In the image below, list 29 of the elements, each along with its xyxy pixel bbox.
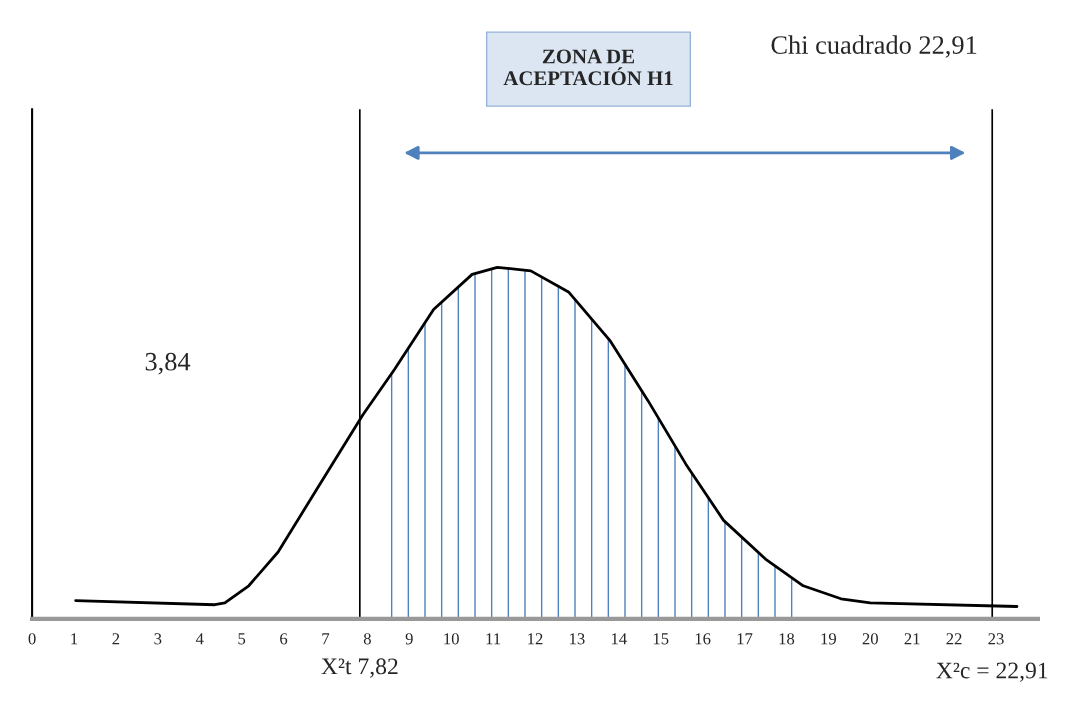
x-tick-label: 21: [904, 633, 920, 645]
x-tick-label: 1: [71, 633, 78, 645]
annotation: 3,84: [145, 352, 191, 375]
x-tick-label: 3: [154, 633, 162, 645]
x-tick-label: 17: [737, 633, 753, 645]
ref-line-label: X²c = 22,91: [936, 662, 1048, 682]
x-tick-label: 16: [695, 633, 711, 645]
x-tick-label: 6: [280, 633, 288, 645]
x-tick-label: 0: [28, 633, 36, 645]
x-tick-label: 9: [405, 633, 413, 645]
x-tick-label: 4: [195, 633, 204, 645]
x-tick-label: 19: [821, 633, 837, 645]
x-tick-label: 23: [988, 633, 1004, 645]
x-tick-label: 2: [112, 633, 120, 645]
x-tick-label: 5: [238, 633, 246, 645]
x-tick-label: 20: [862, 633, 878, 645]
x-tick-label: 7: [322, 633, 330, 645]
text: Chi cuadrado 22,91: [771, 35, 977, 58]
x-tick-label: 18: [779, 633, 795, 645]
text: ZONA DE ACEPTACIÓN H1: [503, 49, 673, 86]
x-tick-label: 10: [444, 633, 459, 645]
x-tick-label: 13: [570, 633, 585, 645]
x-tick-label: 8: [363, 633, 371, 645]
x-tick-label: 12: [528, 633, 543, 645]
x-tick-label: 22: [946, 633, 962, 645]
x-tick-label: 14: [611, 633, 627, 645]
x-tick-label: 11: [486, 633, 501, 645]
ref-line-label: X²t 7,82: [321, 658, 398, 678]
x-tick-label: 15: [653, 633, 669, 645]
